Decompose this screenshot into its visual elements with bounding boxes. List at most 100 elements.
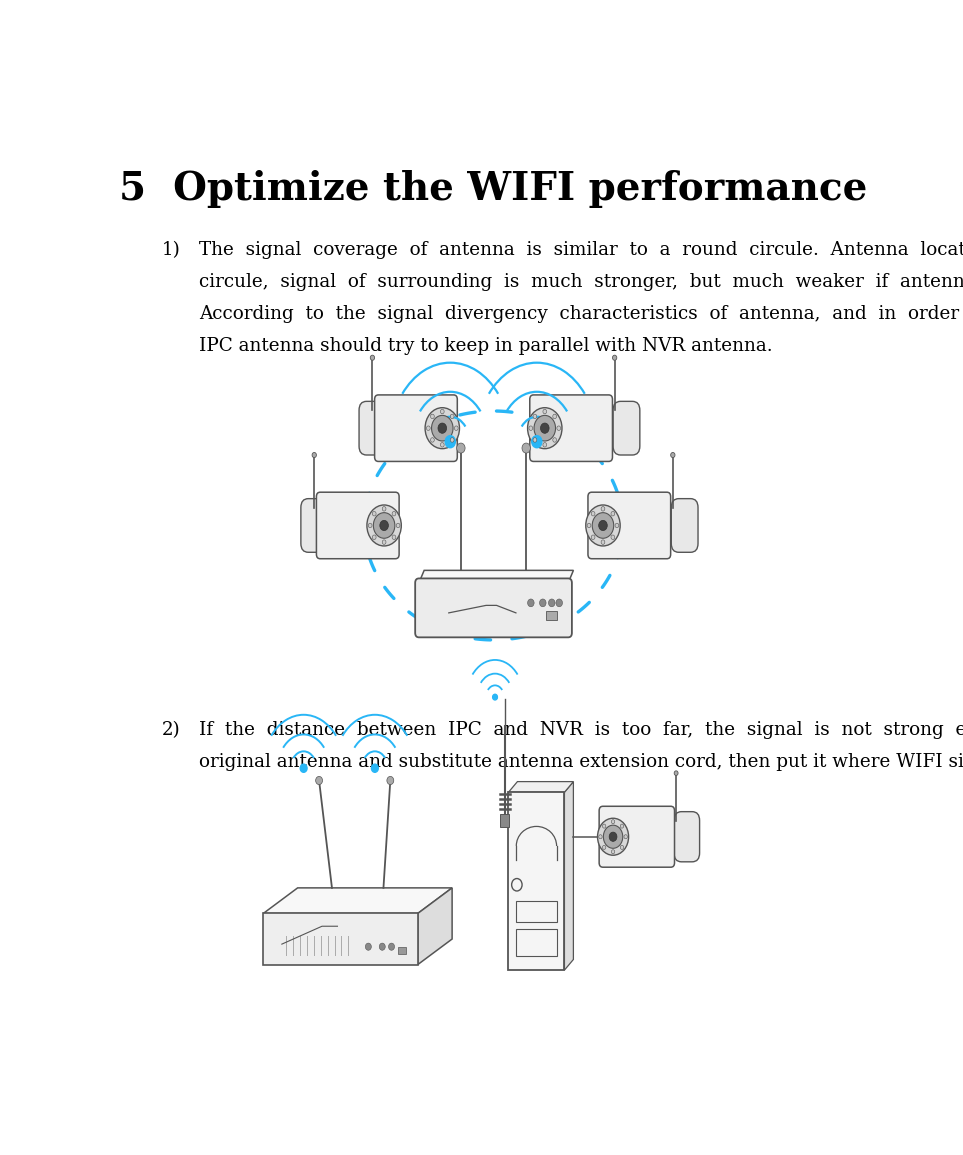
Text: If  the  distance  between  IPC  and  NVR  is  too  far,  the  signal  is  not  : If the distance between IPC and NVR is t… — [198, 721, 963, 739]
Polygon shape — [263, 888, 452, 914]
FancyBboxPatch shape — [613, 401, 639, 455]
FancyBboxPatch shape — [599, 806, 674, 867]
Circle shape — [300, 765, 307, 773]
FancyBboxPatch shape — [415, 579, 572, 638]
Circle shape — [534, 438, 536, 442]
Circle shape — [379, 944, 385, 951]
Circle shape — [556, 599, 562, 606]
Circle shape — [382, 507, 386, 511]
Text: 5  Optimize the WIFI performance: 5 Optimize the WIFI performance — [119, 170, 868, 208]
Circle shape — [610, 832, 617, 841]
Circle shape — [522, 444, 531, 453]
Circle shape — [373, 512, 377, 516]
FancyBboxPatch shape — [317, 492, 399, 559]
Circle shape — [373, 535, 377, 539]
FancyBboxPatch shape — [359, 401, 386, 455]
Circle shape — [601, 539, 605, 544]
Polygon shape — [419, 571, 573, 583]
Circle shape — [543, 409, 547, 413]
Circle shape — [620, 845, 624, 849]
Circle shape — [534, 416, 556, 441]
Circle shape — [615, 523, 619, 528]
Circle shape — [392, 535, 396, 539]
Circle shape — [431, 416, 453, 441]
Circle shape — [427, 426, 430, 431]
Polygon shape — [564, 782, 573, 970]
Circle shape — [379, 521, 388, 530]
Circle shape — [599, 521, 608, 530]
Circle shape — [455, 426, 458, 431]
FancyBboxPatch shape — [671, 499, 698, 552]
FancyBboxPatch shape — [300, 499, 327, 552]
Circle shape — [445, 435, 455, 448]
Circle shape — [591, 512, 595, 516]
Text: According  to  the  signal  divergency  characteristics  of  antenna,  and  in  : According to the signal divergency chara… — [198, 305, 963, 323]
Circle shape — [553, 415, 557, 418]
FancyBboxPatch shape — [530, 395, 612, 462]
Circle shape — [392, 512, 396, 516]
Circle shape — [387, 776, 394, 784]
Circle shape — [539, 599, 546, 606]
Circle shape — [430, 415, 434, 418]
Text: 2): 2) — [162, 721, 180, 739]
Circle shape — [620, 824, 624, 828]
Circle shape — [604, 825, 623, 848]
Circle shape — [612, 850, 614, 854]
Circle shape — [365, 944, 372, 951]
Circle shape — [601, 507, 605, 511]
Circle shape — [388, 944, 395, 951]
Circle shape — [438, 423, 447, 433]
Circle shape — [611, 512, 614, 516]
FancyBboxPatch shape — [508, 792, 564, 970]
Text: 1): 1) — [162, 241, 180, 259]
Polygon shape — [418, 888, 452, 964]
Circle shape — [674, 770, 678, 775]
Circle shape — [374, 513, 395, 538]
Polygon shape — [508, 782, 573, 792]
FancyBboxPatch shape — [674, 812, 699, 862]
Circle shape — [557, 426, 560, 431]
Circle shape — [368, 523, 372, 528]
Circle shape — [528, 408, 562, 448]
Circle shape — [603, 845, 606, 849]
Circle shape — [451, 438, 454, 442]
Circle shape — [670, 453, 675, 457]
Circle shape — [312, 453, 317, 457]
Circle shape — [599, 835, 602, 839]
FancyBboxPatch shape — [375, 395, 457, 462]
Circle shape — [612, 356, 616, 360]
FancyBboxPatch shape — [398, 947, 406, 954]
Text: IPC antenna should try to keep in parallel with NVR antenna.: IPC antenna should try to keep in parall… — [198, 337, 772, 355]
Circle shape — [382, 539, 386, 544]
FancyBboxPatch shape — [588, 492, 670, 559]
Circle shape — [532, 435, 542, 448]
Circle shape — [540, 423, 549, 433]
Circle shape — [612, 820, 614, 824]
Circle shape — [553, 438, 557, 442]
Circle shape — [456, 444, 465, 453]
Circle shape — [611, 535, 614, 539]
Circle shape — [430, 438, 434, 442]
Circle shape — [624, 835, 627, 839]
Text: The  signal  coverage  of  antenna  is  similar  to  a  round  circule.  Antenna: The signal coverage of antenna is simila… — [198, 241, 963, 259]
FancyBboxPatch shape — [546, 611, 557, 620]
Text: original antenna and substitute antenna extension cord, then put it where WIFI s: original antenna and substitute antenna … — [198, 753, 963, 772]
Circle shape — [587, 523, 591, 528]
Circle shape — [425, 408, 459, 448]
Circle shape — [586, 505, 620, 546]
Circle shape — [372, 765, 378, 773]
Circle shape — [528, 599, 534, 606]
Circle shape — [396, 523, 400, 528]
Circle shape — [549, 599, 555, 606]
Circle shape — [529, 426, 533, 431]
Text: circule,  signal  of  surrounding  is  much  stronger,  but  much  weaker  if  a: circule, signal of surrounding is much s… — [198, 273, 963, 291]
Circle shape — [597, 818, 629, 855]
Circle shape — [440, 409, 444, 413]
Circle shape — [603, 824, 606, 828]
Circle shape — [543, 442, 547, 447]
Circle shape — [592, 513, 613, 538]
FancyBboxPatch shape — [500, 813, 509, 827]
Circle shape — [591, 535, 595, 539]
Circle shape — [316, 776, 323, 784]
Circle shape — [440, 442, 444, 447]
